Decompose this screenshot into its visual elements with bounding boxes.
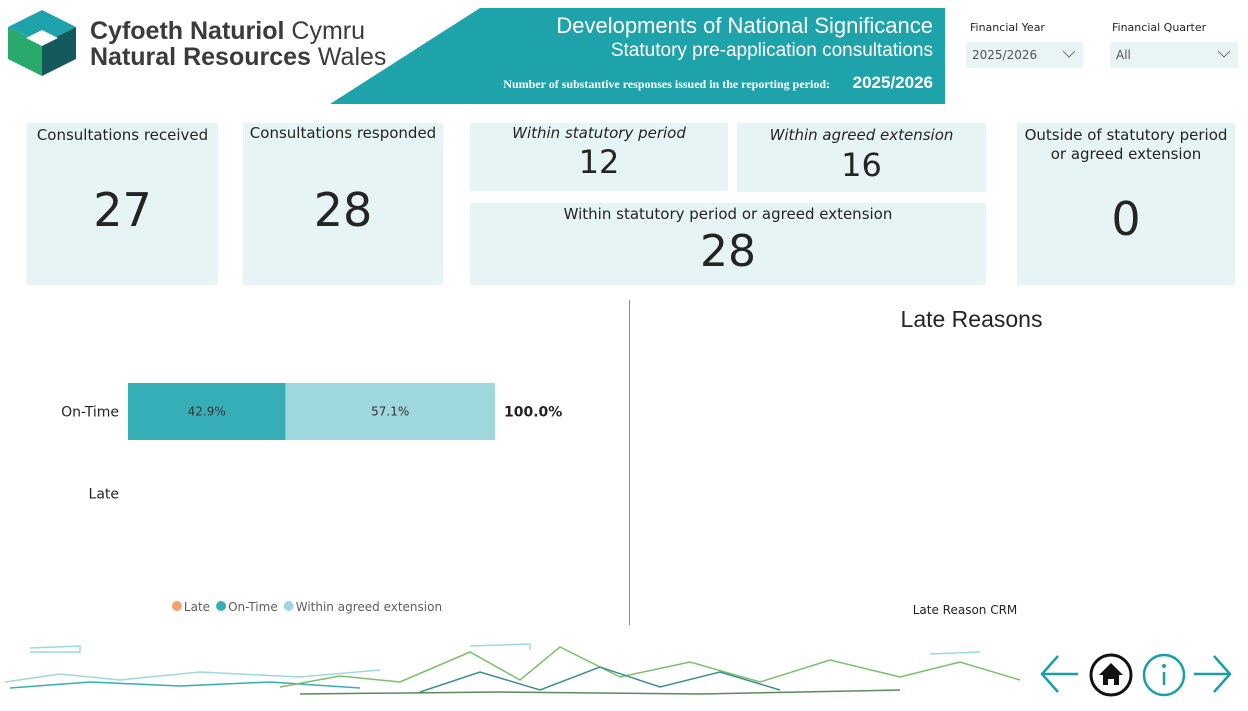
kpi-card: Within agreed extension 16 [737,123,986,192]
card-value: 28 [700,226,756,277]
filter-value: All [1116,48,1131,62]
x-axis-label: Late Reason CRM [912,603,1018,617]
filter-label: Financial Year [970,21,1045,34]
bar-chart: On-Time 42.9% 57.1% 100.0% Late Late On-Time Wi… [61,383,562,614]
divider [629,300,630,625]
y-tick-label: On-Time [61,405,119,421]
bar-segment [128,383,286,440]
nav-back[interactable] [1040,652,1080,696]
card-label: Consultations responded [249,124,437,142]
banner-title: Developments of National Significance [556,13,933,38]
legend-label: Late [184,600,210,614]
legend-marker [283,601,294,611]
logo-text: Cyfoeth Naturiol Cymru Natural Resources… [90,18,386,70]
card-label: Outside of statutory period or agreed ex… [1024,126,1228,163]
kpi-card: Outside of statutory period or agreed ex… [1017,123,1235,285]
kpi-card: Consultations responded 28 [243,123,443,285]
card-value: 27 [93,183,152,237]
logo-line2-bold: Natural Resources [90,43,311,71]
kpi-card: Within statutory period 12 [470,123,728,191]
card-value: 16 [841,146,882,184]
data-label: 57.1% [371,405,409,419]
data-label: 42.9% [188,405,226,419]
legend-marker [171,601,182,611]
y-tick-label: Late [89,487,119,503]
card-label: Within agreed extension [769,126,954,144]
bar-segment [285,383,495,440]
logo-line1-bold: Cyfoeth Naturiol [90,17,285,45]
legend-marker [216,601,227,611]
filter-value: 2025/2026 [972,48,1038,62]
banner-subtitle: Statutory pre-application consultations [610,40,933,61]
total-label: 100.0% [504,405,562,421]
logo-line2: Wales [317,43,387,71]
card-value: 12 [578,143,620,181]
chevron [1063,50,1075,58]
banner-note: Number of substantive responses issued i… [503,77,830,91]
card-label: Within statutory period or agreed extens… [563,205,893,223]
card-label: Within statutory period [512,124,686,142]
card-value: 0 [1111,192,1141,246]
filter-dropdown[interactable]: 2025/2026 [966,42,1083,68]
nav-next[interactable] [1192,652,1232,696]
nav-home[interactable] [1088,652,1134,698]
footer-landscape [4,643,1021,695]
legend: Late On-Time Within agreed extension [171,600,442,614]
nav-info[interactable] [1141,652,1187,698]
kpi-card: Consultations received 27 [27,123,218,285]
logo-mark [8,10,76,76]
logo-line1: Cymru [291,17,366,45]
banner-bg [330,8,945,104]
banner-period: 2025/2026 [852,73,933,92]
kpi-card: Within statutory period or agreed extens… [470,203,986,285]
card-label: Consultations received [36,126,209,144]
filter-dropdown[interactable]: All [1110,42,1238,68]
legend-label: On-Time [228,600,278,614]
legend-label: Within agreed extension [296,600,442,614]
filter-label: Financial Quarter [1112,21,1207,34]
card-value: 28 [313,183,373,237]
chevron [1218,50,1230,58]
chart-title: Late Reasons [900,306,1043,332]
